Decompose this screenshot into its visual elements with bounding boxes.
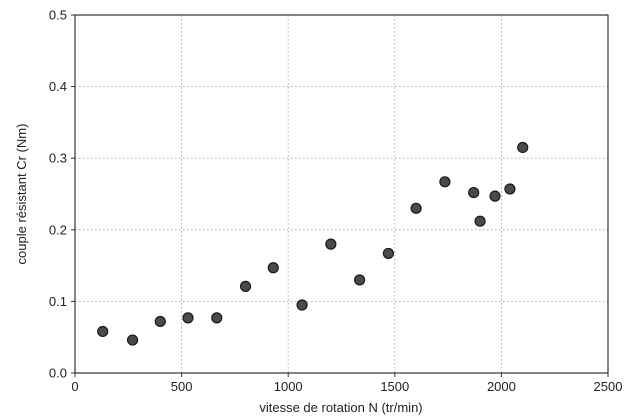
x-tick-label: 500 <box>171 379 193 394</box>
data-point <box>410 202 422 214</box>
x-tick-label: 0 <box>71 379 78 394</box>
data-point <box>468 186 480 199</box>
x-tick-label: 1500 <box>380 379 409 394</box>
y-tick-label: 0.3 <box>49 151 67 166</box>
data-point <box>182 312 194 324</box>
data-point <box>382 247 395 260</box>
x-tick-label: 2500 <box>594 379 623 394</box>
data-point <box>267 262 279 274</box>
x-axis-label: vitesse de rotation N (tr/min) <box>259 400 422 415</box>
data-point <box>126 334 139 346</box>
y-axis: 0.0 0.1 0.2 0.3 0.4 0.5 <box>49 8 75 381</box>
data-point <box>296 299 308 311</box>
data-point <box>489 190 501 202</box>
data-point <box>211 312 223 324</box>
y-tick-label: 0.4 <box>49 79 67 94</box>
plot-frame <box>74 14 609 374</box>
x-tick-label: 2000 <box>487 379 516 394</box>
data-points <box>97 141 529 346</box>
y-tick-label: 0.5 <box>49 8 67 23</box>
y-tick-label: 0.2 <box>49 222 67 237</box>
data-point <box>504 183 516 195</box>
data-point <box>154 315 166 328</box>
x-tick-label: 1000 <box>274 379 303 394</box>
data-point <box>517 141 529 154</box>
data-point <box>239 280 252 292</box>
y-tick-label: 0.0 <box>49 366 67 381</box>
data-point <box>439 176 451 188</box>
data-point <box>354 274 366 286</box>
y-tick-label: 0.1 <box>49 294 67 309</box>
data-point <box>474 215 486 227</box>
y-axis-label: couple résistant Cr (Nm) <box>14 124 29 265</box>
x-axis: 0 500 1000 1500 2000 2500 <box>71 373 622 394</box>
data-point <box>325 238 337 250</box>
data-point <box>97 325 109 338</box>
grid <box>75 15 608 373</box>
